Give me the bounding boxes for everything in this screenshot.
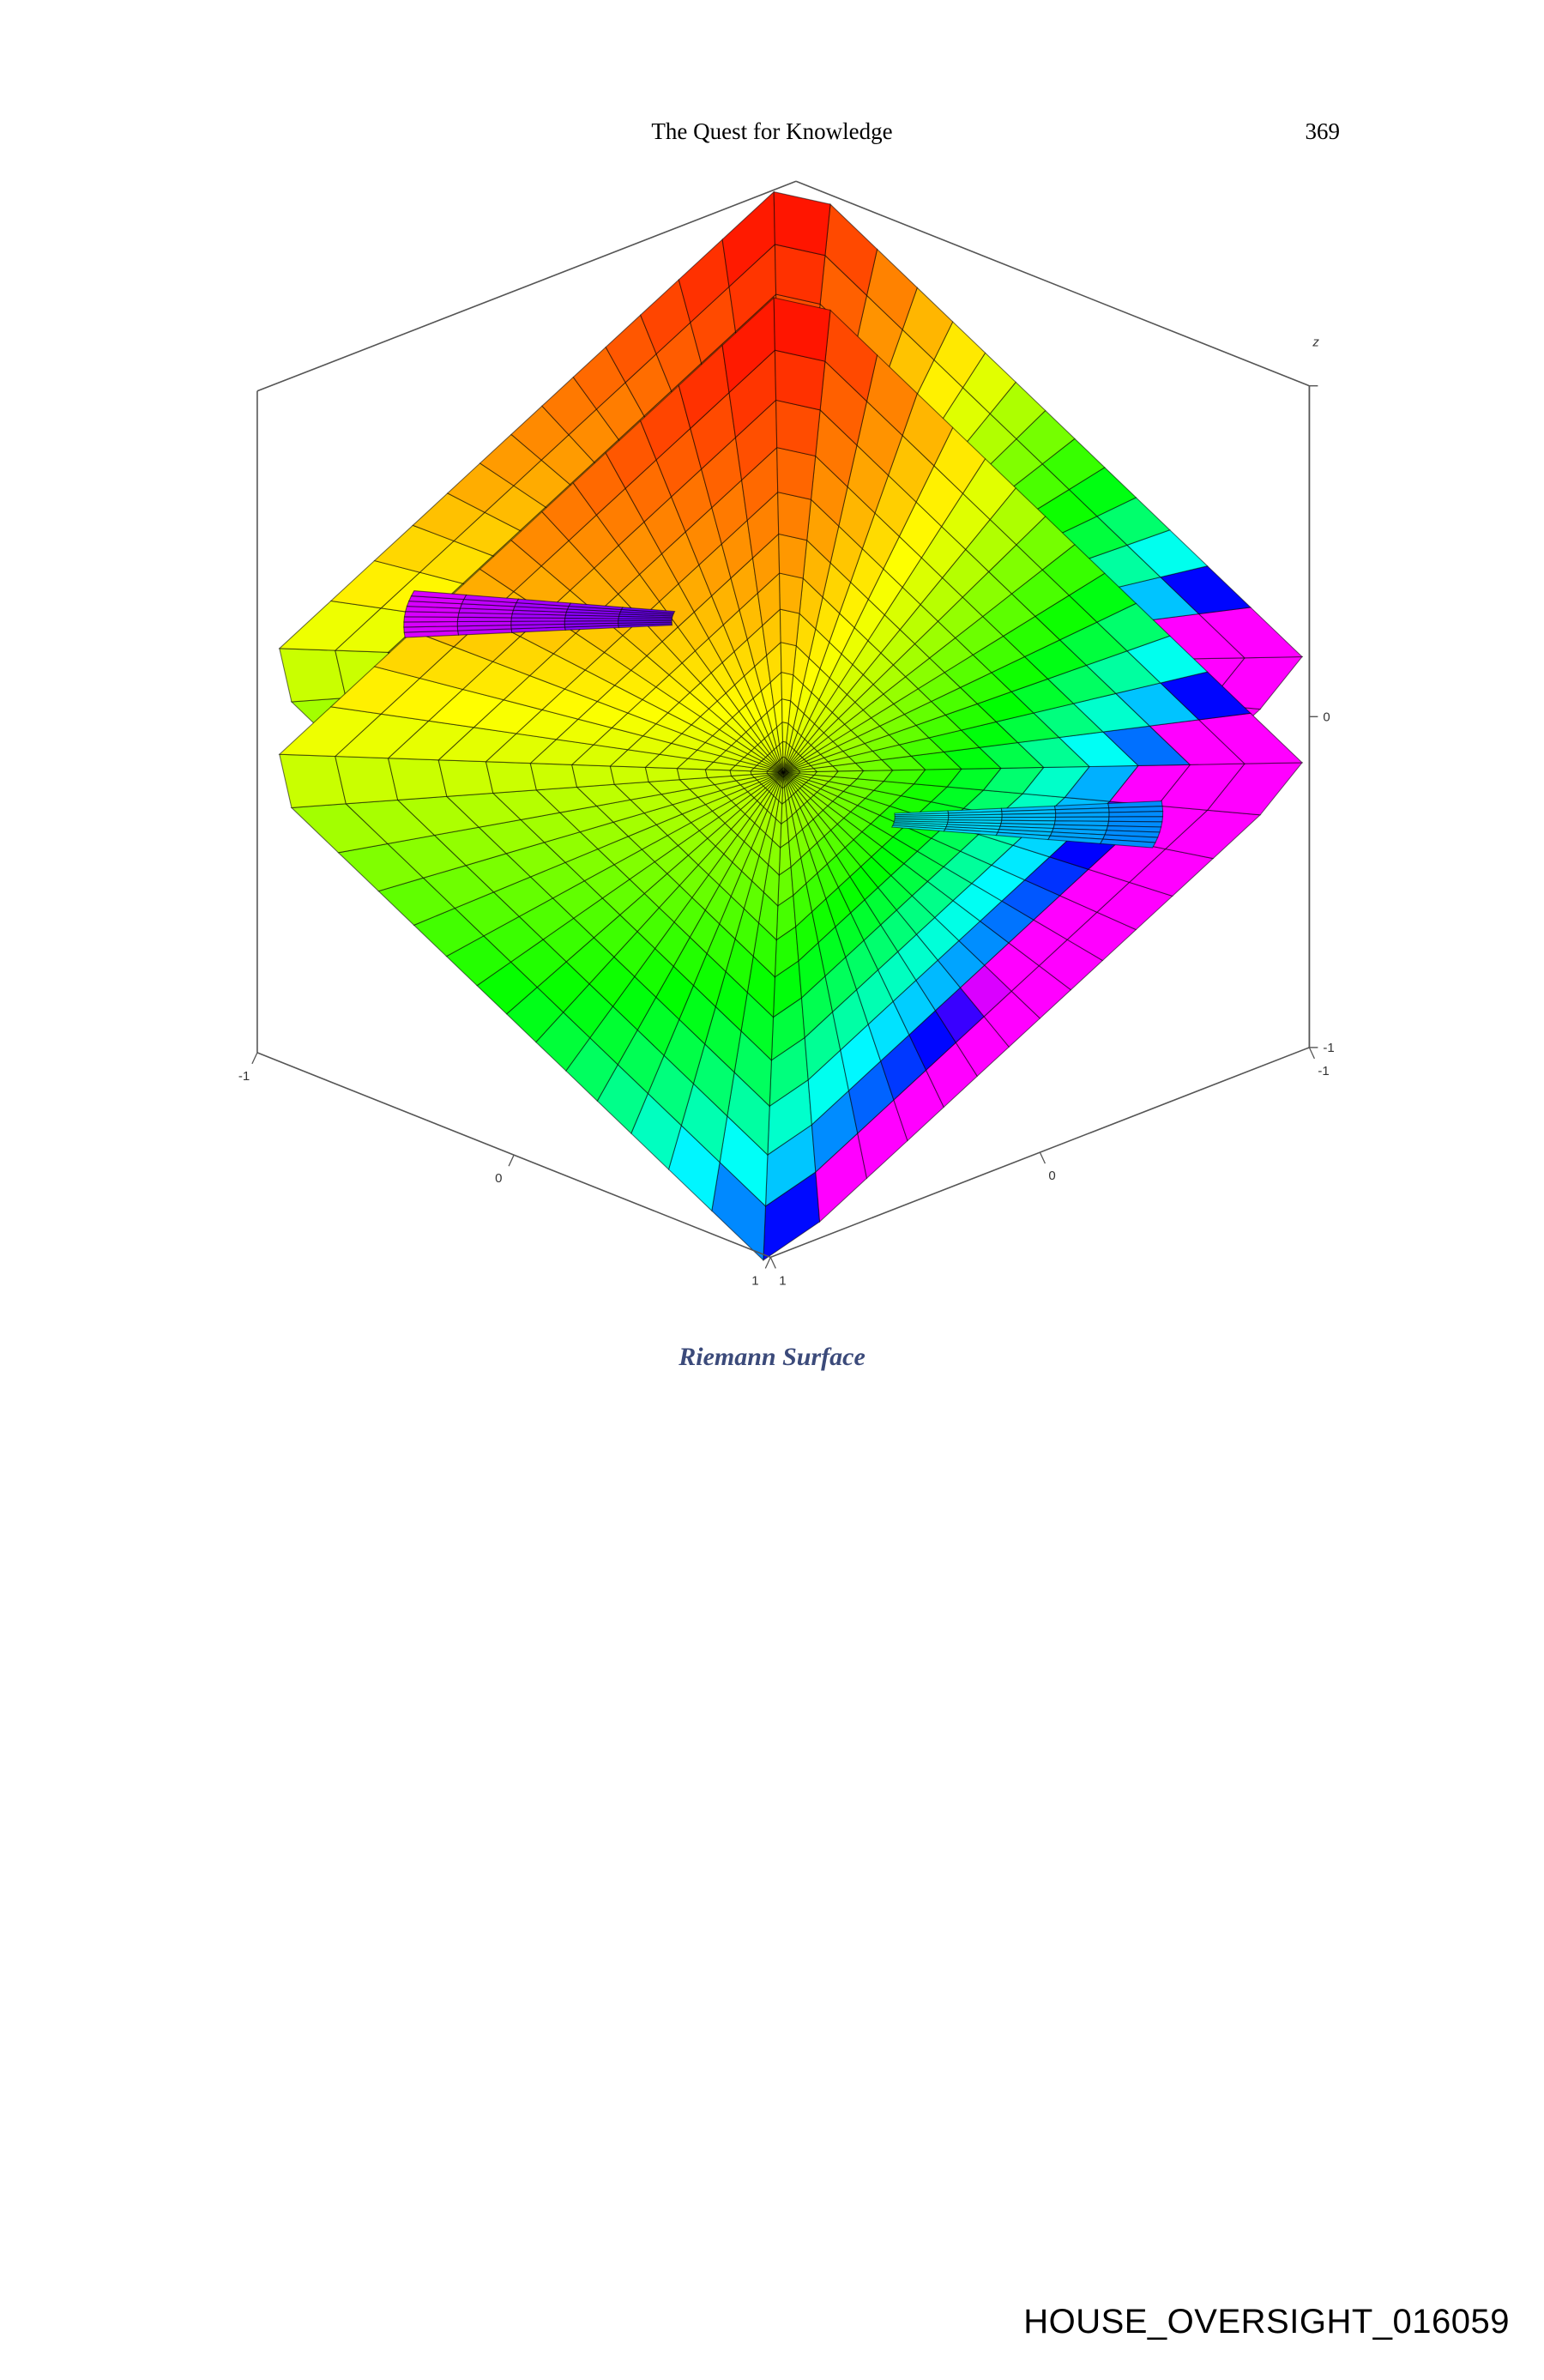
svg-text:-1: -1 [238, 1069, 250, 1084]
svg-text:0: 0 [495, 1171, 502, 1186]
svg-text:-1: -1 [1318, 1064, 1329, 1078]
svg-text:0: 0 [1048, 1169, 1055, 1183]
svg-text:z: z [1312, 335, 1319, 350]
svg-text:-1: -1 [1323, 1041, 1334, 1055]
svg-text:1: 1 [779, 1273, 786, 1288]
svg-text:1: 1 [751, 1273, 758, 1288]
svg-text:0: 0 [1323, 710, 1330, 724]
